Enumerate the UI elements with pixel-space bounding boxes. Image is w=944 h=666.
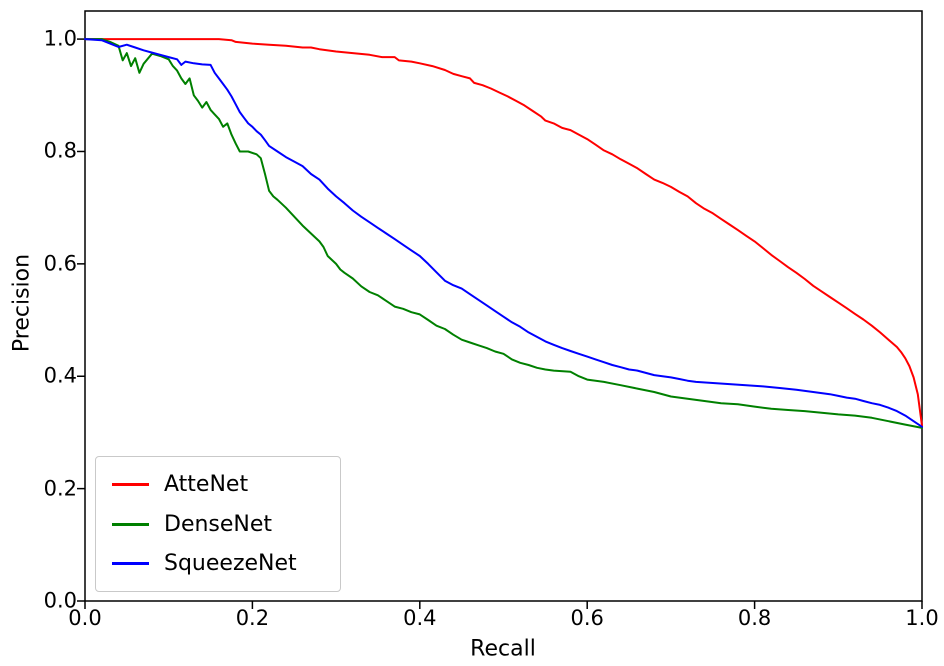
y-tick-label: 0.8: [43, 138, 77, 163]
legend-entry-densenet: DenseNet: [112, 512, 340, 537]
series-line-densenet: [84, 38, 923, 429]
legend-label-attenet: AtteNet: [164, 471, 249, 497]
x-tick-label: 1.0: [905, 606, 939, 630]
y-tick-label: 1.0: [43, 26, 77, 51]
attenet-line-swatch: [112, 482, 149, 486]
y-tick-label: 0.4: [43, 363, 77, 388]
y-tick-label: 0.2: [43, 476, 77, 501]
y-tick-label: 0.0: [43, 588, 77, 613]
series-line-squeezenet: [84, 38, 923, 428]
legend: AtteNet DenseNet SqueezeNet: [95, 456, 341, 592]
squeezenet-line-swatch: [112, 562, 149, 566]
x-tick-label: 0.2: [235, 606, 270, 630]
x-tick-label: 0.8: [737, 606, 772, 630]
legend-entry-squeezenet: SqueezeNet: [112, 551, 340, 576]
series-line-attenet: [84, 38, 923, 427]
x-tick-label: 0.6: [570, 606, 604, 630]
legend-label-densenet: DenseNet: [164, 511, 273, 537]
x-tick-label: 0.4: [403, 606, 437, 630]
x-tick-label: 0.0: [68, 606, 102, 630]
legend-label-squeezenet: SqueezeNet: [164, 551, 297, 577]
plot-frame: [84, 10, 923, 602]
densenet-line-swatch: [112, 522, 149, 526]
y-tick-label: 0.6: [43, 251, 77, 276]
x-axis-label: Recall: [470, 636, 536, 662]
legend-entry-attenet: AtteNet: [112, 472, 340, 497]
